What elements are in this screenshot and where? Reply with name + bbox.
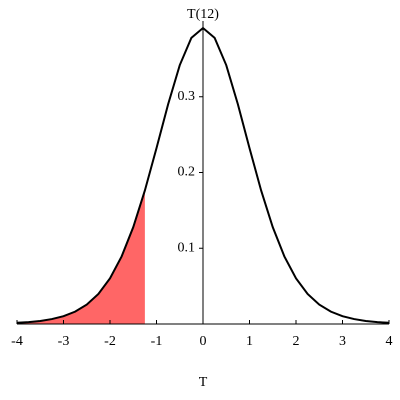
x-tick-label: 3 xyxy=(339,334,346,349)
x-tick-label: -2 xyxy=(104,334,116,349)
shaded-area xyxy=(17,190,145,324)
curve xyxy=(16,26,390,324)
y-tick-label: 0.3 xyxy=(178,89,196,104)
x-tick-label: -4 xyxy=(11,334,23,349)
x-tick-label: 4 xyxy=(386,334,393,349)
x-tick-label: 0 xyxy=(200,334,207,349)
y-tick-label: 0.1 xyxy=(178,240,196,255)
x-axis-label: T xyxy=(199,375,208,390)
chart-title: T(12) xyxy=(187,7,219,22)
y-tick-label: 0.2 xyxy=(178,165,196,180)
x-tick-label: 1 xyxy=(246,334,253,349)
x-tick-label: -3 xyxy=(58,334,70,349)
x-tick-label: 2 xyxy=(293,334,300,349)
x-tick-label: -1 xyxy=(151,334,163,349)
